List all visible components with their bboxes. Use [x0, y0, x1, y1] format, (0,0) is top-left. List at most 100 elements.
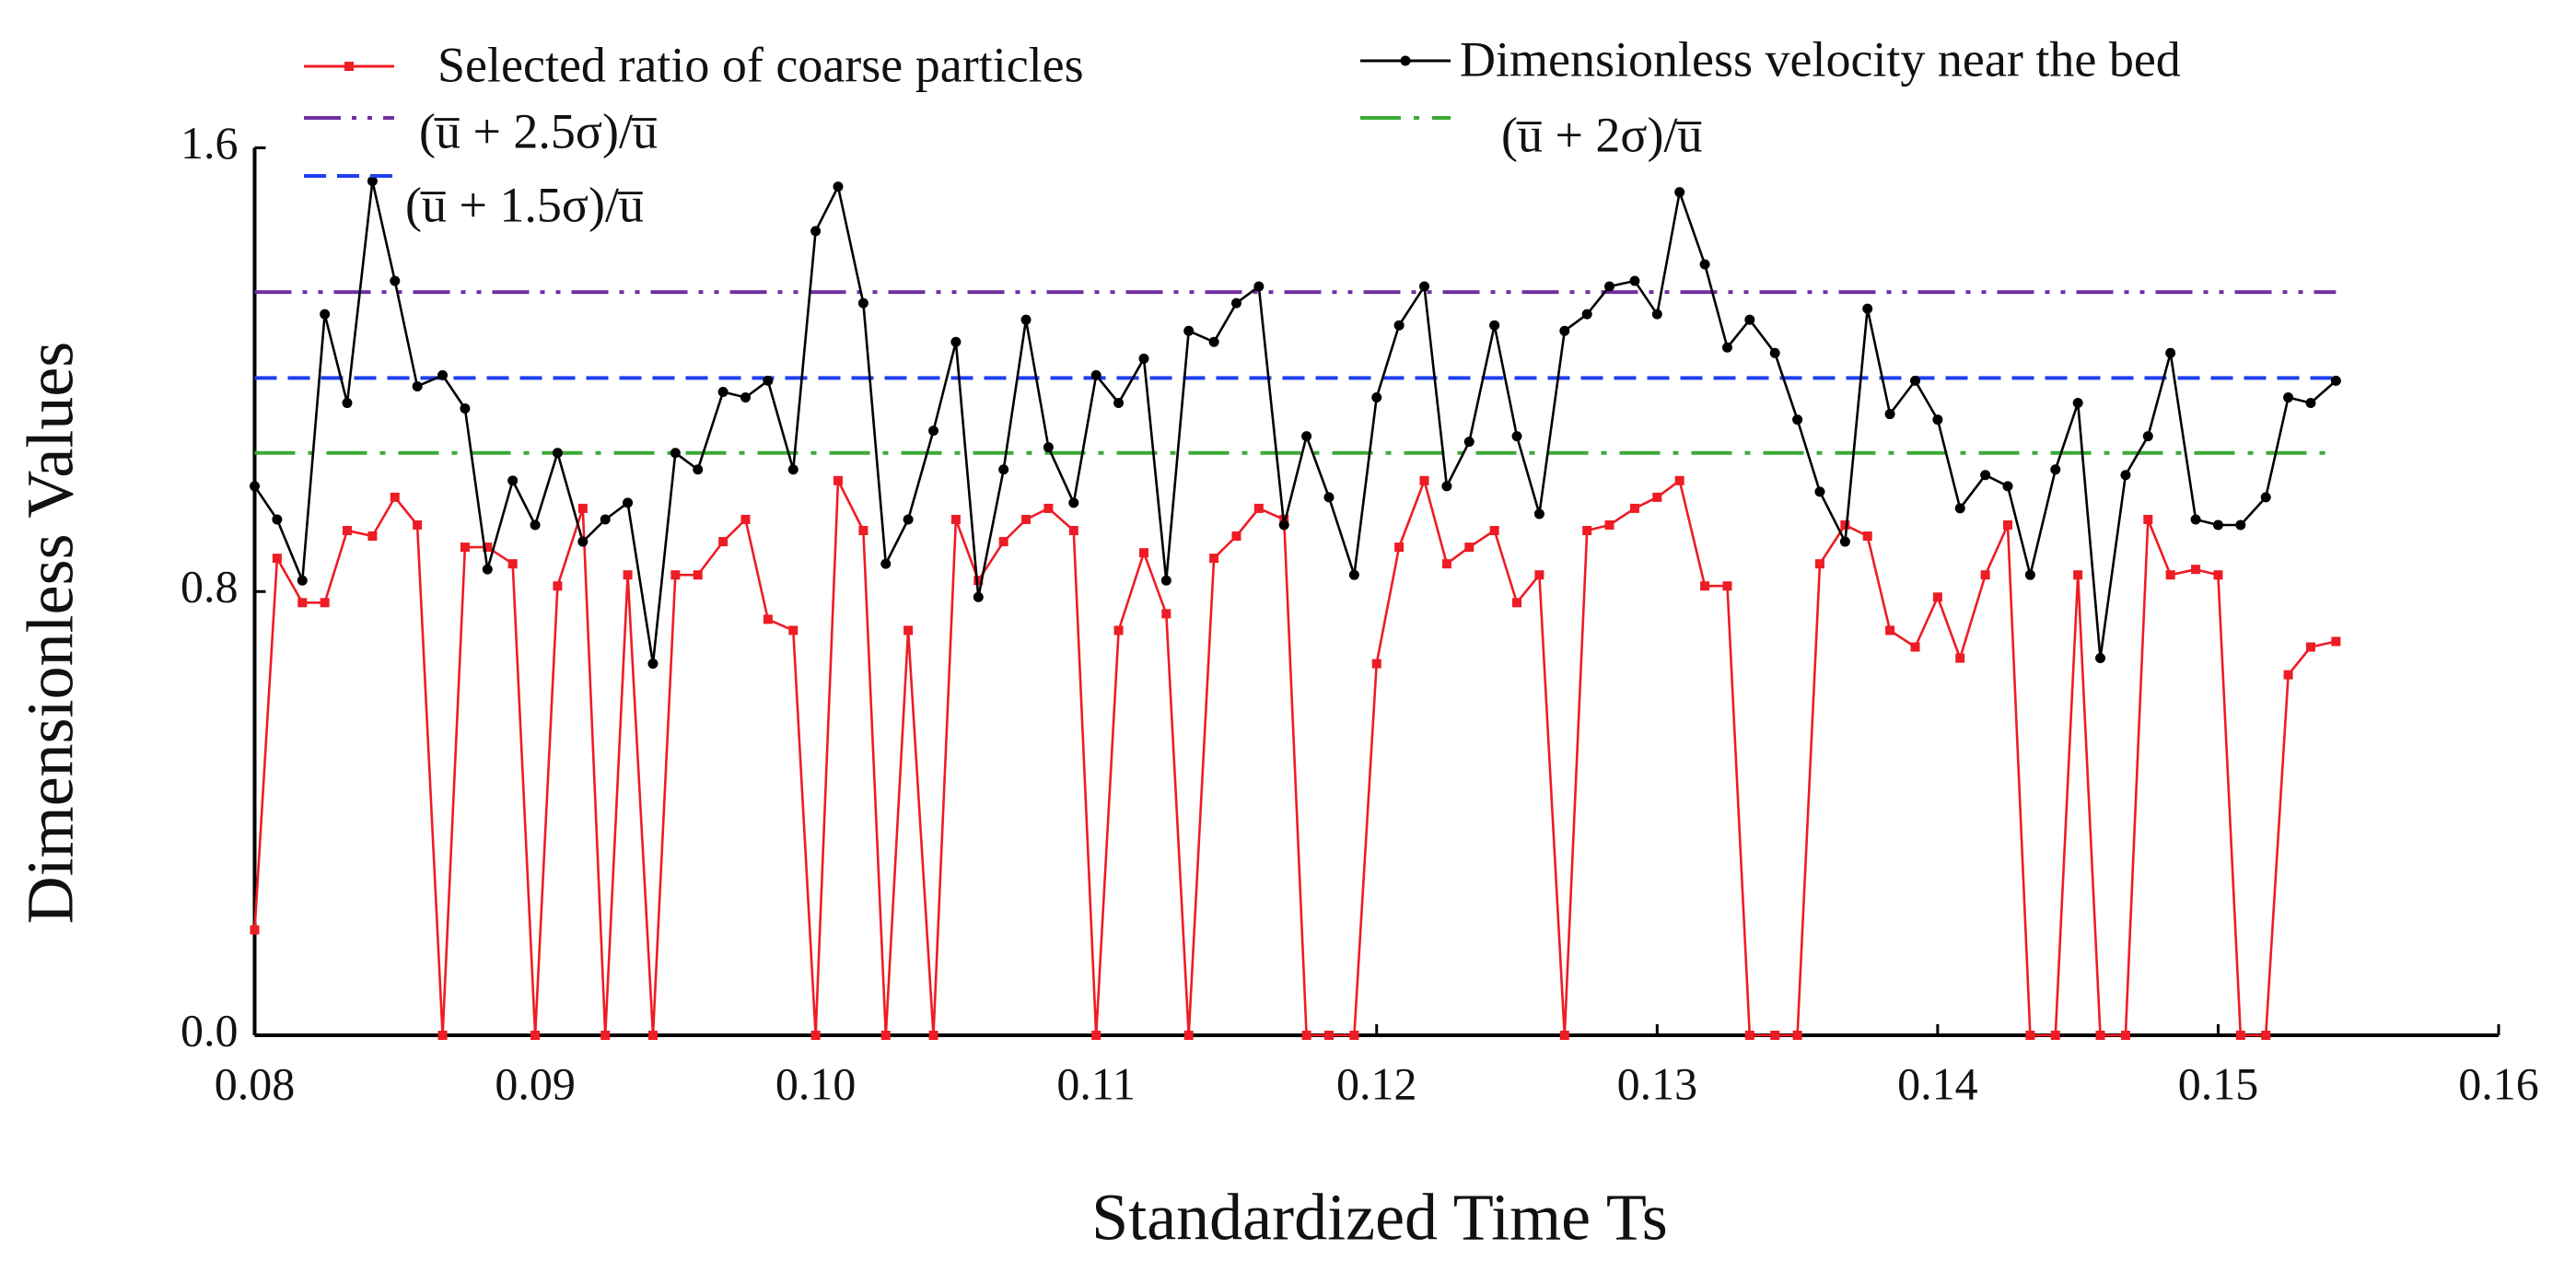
marker — [1371, 391, 1382, 403]
marker — [880, 558, 892, 569]
marker — [297, 598, 308, 608]
marker — [2305, 398, 2316, 409]
marker — [810, 1031, 821, 1040]
marker — [412, 380, 423, 391]
marker — [787, 464, 798, 475]
marker — [1068, 497, 1079, 508]
marker — [1348, 569, 1359, 580]
x-axis-title: Standardized Time Ts — [1091, 1181, 1668, 1254]
marker — [2283, 670, 2293, 680]
marker — [1090, 369, 1102, 380]
marker — [928, 426, 939, 437]
marker — [1489, 320, 1500, 331]
marker — [1744, 314, 1755, 325]
marker — [1068, 526, 1078, 536]
marker — [600, 514, 611, 525]
marker — [1091, 1031, 1102, 1040]
marker — [1651, 309, 1662, 320]
marker — [1769, 347, 1780, 358]
marker — [367, 531, 378, 542]
marker — [1208, 336, 1219, 347]
marker — [903, 514, 914, 525]
marker — [2235, 1031, 2245, 1040]
marker — [1582, 526, 1592, 536]
marker — [1400, 55, 1411, 66]
marker — [2072, 398, 2083, 409]
marker — [788, 625, 798, 636]
marker — [1441, 559, 1451, 569]
marker — [1954, 503, 1965, 514]
series-line — [253, 180, 2337, 665]
marker — [810, 226, 822, 237]
marker — [437, 369, 449, 380]
marker — [2212, 519, 2223, 531]
marker — [763, 614, 773, 624]
marker — [2050, 464, 2061, 475]
marker — [1862, 303, 1873, 314]
marker — [1231, 531, 1241, 542]
marker — [2120, 1031, 2130, 1040]
marker — [483, 543, 493, 553]
marker — [2330, 375, 2341, 386]
marker — [1043, 503, 1054, 513]
marker — [272, 554, 282, 564]
marker — [1371, 659, 1381, 669]
marker — [973, 591, 984, 602]
marker — [1441, 481, 1452, 492]
x-tick-label: 0.14 — [1897, 1057, 1978, 1109]
legend-label: (u̅ + 2.5σ)/u̅ — [419, 103, 658, 158]
marker — [1840, 519, 1850, 530]
marker — [344, 62, 354, 71]
x-tick-label: 0.09 — [495, 1057, 576, 1109]
marker — [1814, 486, 1825, 497]
marker — [2003, 519, 2013, 530]
marker — [552, 448, 563, 459]
marker — [1419, 281, 1430, 292]
marker — [1230, 298, 1241, 309]
legend-label: (u̅ + 2σ)/u̅ — [1501, 107, 1703, 162]
marker — [928, 1031, 938, 1040]
marker — [1792, 1031, 1802, 1040]
marker — [693, 464, 704, 475]
marker — [1792, 414, 1803, 426]
marker — [553, 581, 563, 591]
marker — [2120, 470, 2131, 481]
legend-label: Selected ratio of coarse particles — [437, 37, 1084, 92]
marker — [670, 570, 681, 580]
marker — [390, 275, 401, 286]
marker — [647, 1031, 658, 1040]
marker — [297, 575, 308, 586]
marker — [1301, 431, 1312, 442]
marker — [1744, 1031, 1754, 1040]
marker — [320, 309, 331, 320]
marker — [857, 298, 868, 309]
y-tick-label: 0.0 — [181, 1004, 239, 1056]
marker — [1183, 1031, 1194, 1040]
marker — [1301, 1031, 1311, 1040]
marker — [1604, 281, 1615, 292]
marker — [1534, 570, 1544, 580]
marker — [250, 481, 260, 492]
marker — [670, 448, 681, 459]
marker — [507, 559, 518, 569]
marker — [763, 375, 774, 386]
x-tick-label: 0.08 — [215, 1057, 296, 1109]
marker — [1955, 653, 1965, 663]
marker — [1113, 398, 1125, 409]
marker — [998, 464, 1009, 475]
marker — [1629, 503, 1639, 513]
marker — [250, 925, 260, 935]
marker — [460, 403, 471, 414]
marker — [2024, 569, 2035, 580]
marker — [1700, 581, 1710, 591]
marker — [1533, 508, 1544, 519]
marker — [1253, 503, 1264, 513]
marker — [1910, 375, 1921, 386]
marker — [1253, 281, 1265, 292]
series-line — [253, 479, 2337, 1037]
marker — [2143, 514, 2153, 524]
marker — [1138, 548, 1148, 558]
marker — [1770, 1031, 1780, 1040]
y-tick-label: 1.6 — [181, 117, 239, 169]
marker — [1489, 526, 1499, 536]
